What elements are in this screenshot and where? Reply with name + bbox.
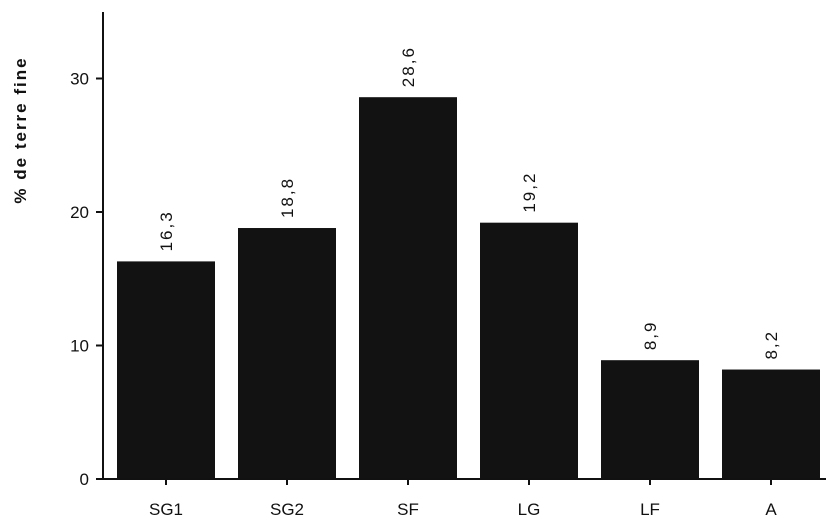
value-label-lf: 8,9 [641, 321, 660, 351]
category-label-lg: LG [518, 500, 541, 519]
x-ticks-group: SG1 SG2 SF LG LF A [149, 479, 777, 519]
bars-group [117, 97, 820, 479]
y-tick-label-20: 20 [70, 203, 89, 222]
y-tick-label-0: 0 [80, 470, 89, 489]
y-tick-label-30: 30 [70, 70, 89, 89]
bar-sf [359, 97, 457, 479]
category-label-sg1: SG1 [149, 500, 183, 519]
category-label-sg2: SG2 [270, 500, 304, 519]
bar-lf [601, 360, 699, 479]
bar-sg2 [238, 228, 336, 479]
bar-a [722, 369, 820, 479]
value-label-lg: 19,2 [520, 172, 539, 213]
bar-sg1 [117, 261, 215, 479]
category-label-lf: LF [640, 500, 660, 519]
y-tick-label-10: 10 [70, 337, 89, 356]
bar-lg [480, 222, 578, 479]
value-label-a: 8,2 [762, 330, 781, 360]
y-axis-title: % de terre fine [11, 56, 30, 203]
value-label-sf: 28,6 [399, 46, 418, 87]
value-label-sg1: 16,3 [157, 210, 176, 251]
category-label-a: A [765, 500, 777, 519]
y-ticks-group: 0 10 20 30 [70, 70, 103, 489]
value-label-sg2: 18,8 [278, 177, 297, 218]
category-label-sf: SF [397, 500, 419, 519]
value-labels-group: 16,3 18,8 28,6 19,2 8,9 8,2 [157, 46, 781, 359]
